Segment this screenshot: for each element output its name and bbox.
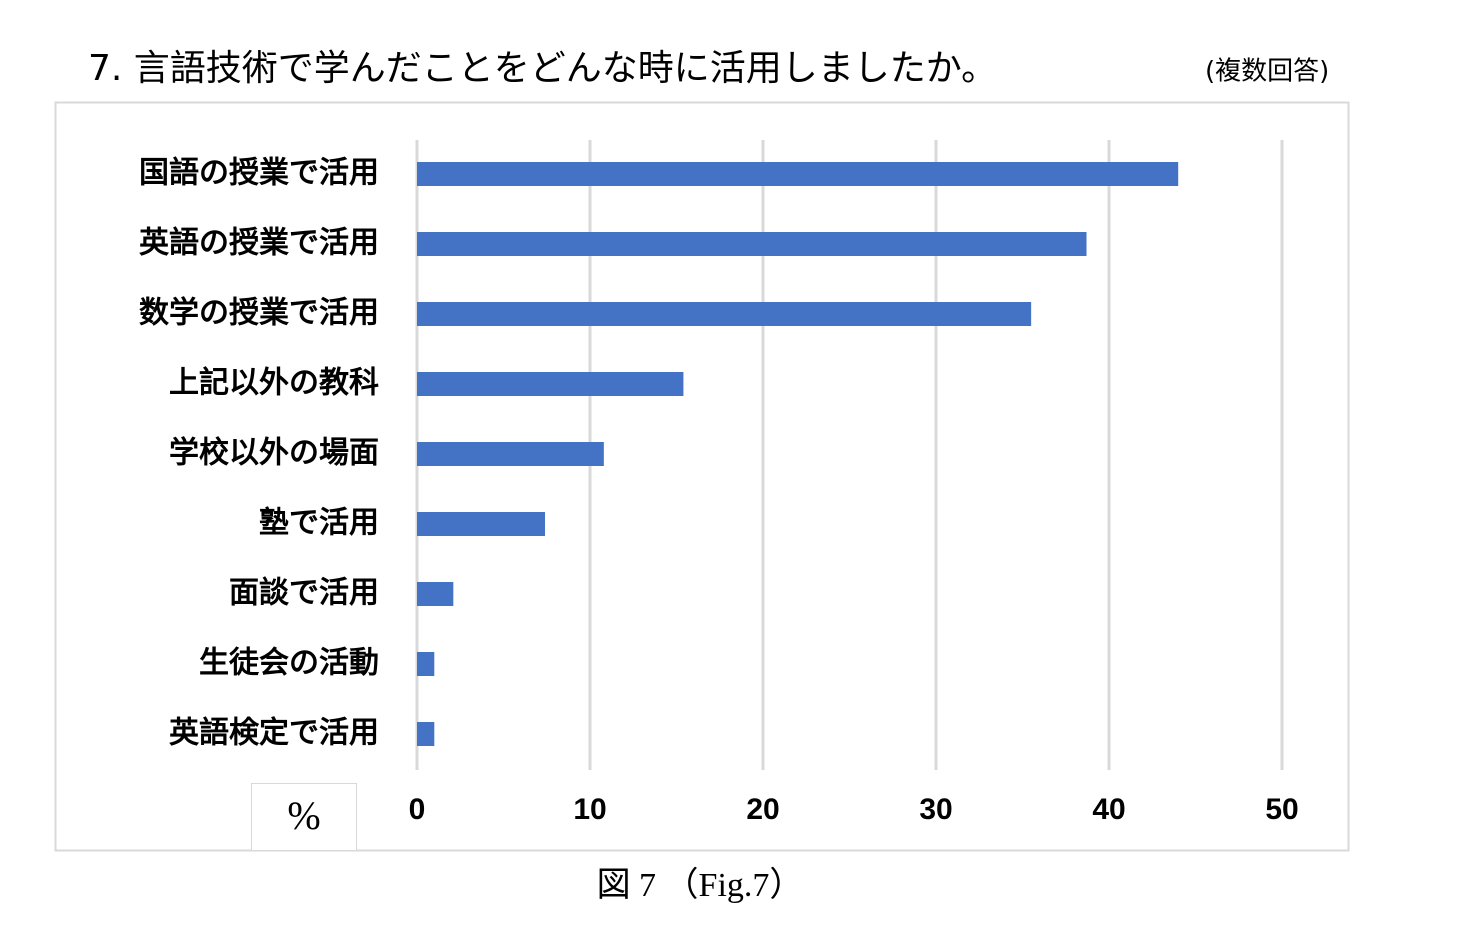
unit-box xyxy=(251,783,357,851)
y-tick-label: 学校以外の場面 xyxy=(169,436,379,471)
x-tick-label: 40 xyxy=(1092,793,1125,826)
x-tick-label: 20 xyxy=(746,793,779,826)
bar xyxy=(417,302,1032,326)
x-tick-label: 0 xyxy=(409,793,426,826)
x-tick-label: 10 xyxy=(573,793,606,826)
plot-frame xyxy=(54,101,1350,852)
x-tick-label: 50 xyxy=(1265,793,1298,826)
bar xyxy=(417,652,435,676)
y-tick-label: 面談で活用 xyxy=(229,576,379,611)
y-tick-label: 生徒会の活動 xyxy=(199,646,379,681)
y-tick-label: 英語の授業で活用 xyxy=(139,226,379,261)
chart-title: 7. 言語技術で学んだことをどんな時に活用しましたか。 xyxy=(88,48,997,89)
bar xyxy=(417,372,684,396)
chart-subtitle: (複数回答) xyxy=(1205,57,1329,87)
y-tick-label: 国語の授業で活用 xyxy=(139,156,379,191)
bar xyxy=(417,232,1087,256)
bar xyxy=(417,162,1179,186)
x-tick-label: 30 xyxy=(919,793,952,826)
x-axis-label: % xyxy=(287,793,320,838)
bar xyxy=(417,582,454,606)
bar xyxy=(417,442,604,466)
y-tick-label: 数学の授業で活用 xyxy=(139,296,379,331)
caption: 図 7 （Fig.7） xyxy=(597,866,804,904)
y-tick-label: 上記以外の教科 xyxy=(169,366,379,401)
y-tick-label: 塾で活用 xyxy=(259,506,379,541)
y-tick-label: 英語検定で活用 xyxy=(169,716,379,751)
bar xyxy=(417,512,546,536)
bar xyxy=(417,722,435,746)
